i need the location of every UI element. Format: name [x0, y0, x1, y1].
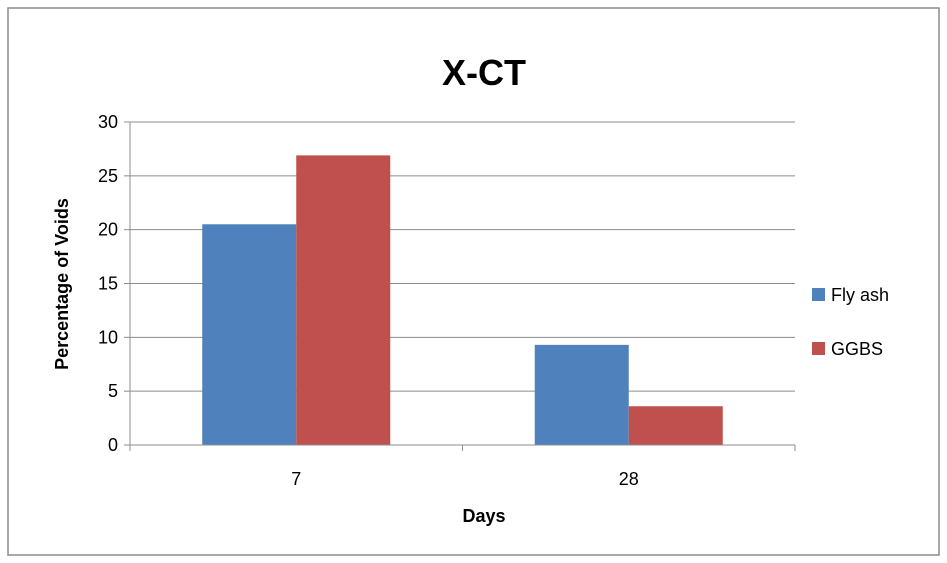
- bar-fly-ash-7: [202, 224, 297, 445]
- x-tick-label: 7: [291, 469, 301, 489]
- legend-swatch-fly-ash: [812, 288, 825, 301]
- legend: Fly ash GGBS: [812, 285, 889, 359]
- y-tick-label: 30: [98, 112, 118, 132]
- y-tick-label: 15: [98, 274, 118, 294]
- y-tick-label: 5: [108, 381, 118, 401]
- y-axis-label: Percentage of Voids: [52, 198, 72, 370]
- y-tick-label: 25: [98, 166, 118, 186]
- y-tick-label: 20: [98, 220, 118, 240]
- y-tick-labels: 0 5 10 15 20 25 30: [98, 112, 118, 455]
- bar-ggbs-7: [296, 155, 391, 446]
- legend-label-ggbs: GGBS: [831, 339, 883, 359]
- x-tick-labels: 7 28: [291, 469, 639, 489]
- bars: [202, 155, 723, 446]
- bar-fly-ash-28: [534, 344, 629, 445]
- x-axis-label: Days: [462, 506, 505, 526]
- x-tick-label: 28: [619, 469, 639, 489]
- legend-label-fly-ash: Fly ash: [831, 285, 889, 305]
- chart-title: X-CT: [442, 52, 526, 93]
- y-tick-label: 10: [98, 327, 118, 347]
- bar-ggbs-28: [628, 406, 723, 445]
- axes: [129, 122, 796, 451]
- y-tick-label: 0: [108, 435, 118, 455]
- legend-swatch-ggbs: [812, 342, 825, 355]
- chart-border: [7, 7, 940, 556]
